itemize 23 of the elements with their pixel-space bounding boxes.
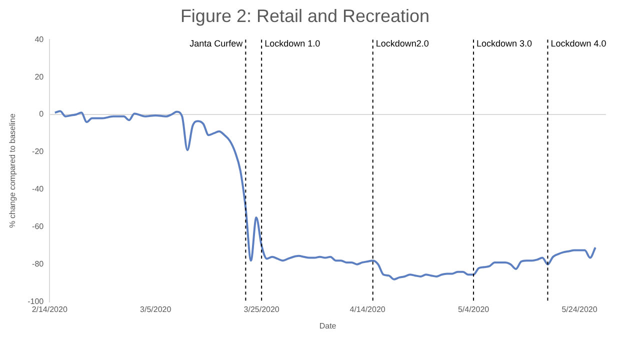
y-tick-label: -80 xyxy=(32,260,44,269)
x-tick-label: 5/24/2020 xyxy=(562,304,598,314)
y-tick-label: -40 xyxy=(32,184,44,194)
y-tick-label: -60 xyxy=(32,222,44,232)
x-tick-label: 4/14/2020 xyxy=(350,304,386,314)
x-tick-label: 5/4/2020 xyxy=(458,304,490,314)
y-tick-label: -100 xyxy=(28,297,44,306)
y-axis-title: % change compared to baseline xyxy=(8,113,18,228)
y-tick-label: 40 xyxy=(34,34,44,44)
x-tick-label: 2/14/2020 xyxy=(32,304,68,314)
ref-line-label: Lockdown2.0 xyxy=(376,38,429,49)
y-tick-label: 0 xyxy=(39,110,44,119)
line-series xyxy=(54,110,596,280)
ref-line-label: Janta Curfew xyxy=(190,38,244,49)
x-tick-label: 3/25/2020 xyxy=(244,304,280,314)
x-axis-title: Date xyxy=(319,321,337,330)
x-tick-label: 3/5/2020 xyxy=(140,304,172,314)
ref-line-label: Lockdown 1.0 xyxy=(264,38,320,49)
ref-line-label: Lockdown 4.0 xyxy=(550,38,606,49)
chart-title: Figure 2: Retail and Recreation xyxy=(180,6,430,26)
ref-line-label: Lockdown 3.0 xyxy=(476,38,532,49)
y-tick-label: -20 xyxy=(32,147,44,156)
y-tick-label: 20 xyxy=(34,72,44,82)
